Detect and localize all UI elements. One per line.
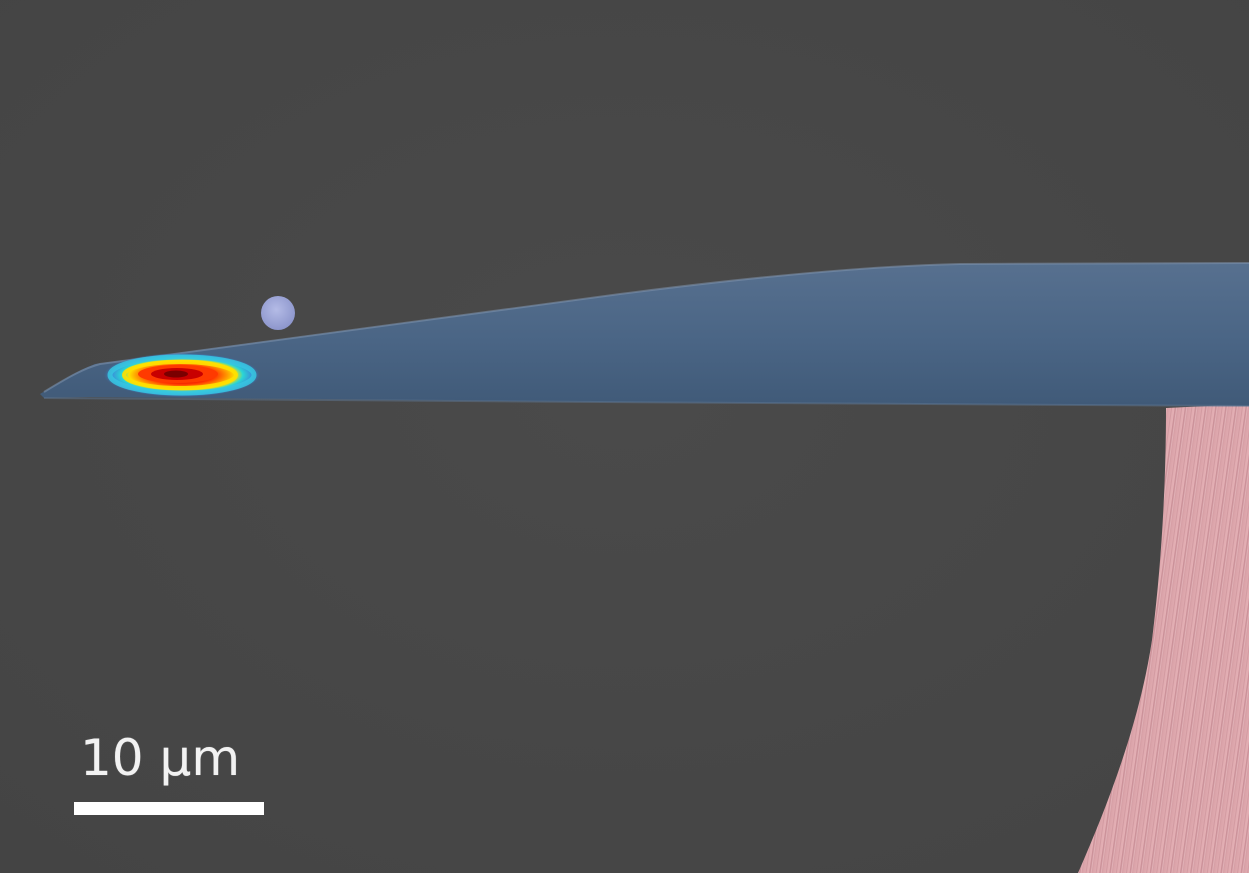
scale-bar-label: 10 µm xyxy=(80,729,241,787)
scale-bar xyxy=(74,802,264,815)
optical-fiber xyxy=(1078,404,1249,873)
tapered-waveguide xyxy=(40,263,1249,406)
nanoparticle xyxy=(261,296,295,330)
